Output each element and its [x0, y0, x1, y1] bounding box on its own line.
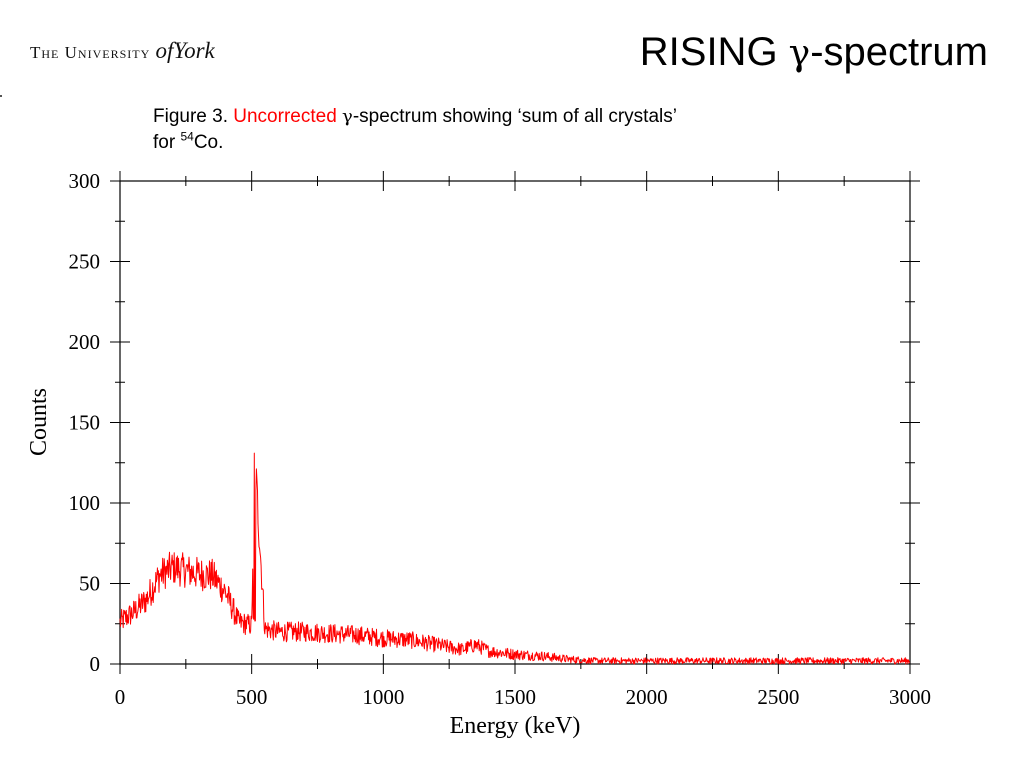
x-tick-label: 3000	[889, 685, 931, 709]
y-tick-label: 200	[69, 330, 101, 354]
university-logo: The University ofYork	[30, 38, 215, 64]
caption-for: for	[153, 132, 181, 153]
logo-university-text: The University	[30, 43, 151, 62]
x-tick-label: 500	[236, 685, 268, 709]
y-tick-label: 0	[90, 652, 101, 676]
x-tick-label: 0	[115, 685, 126, 709]
title-gamma: γ	[788, 33, 811, 74]
y-tick-label: 150	[69, 411, 101, 435]
x-tick-label: 1000	[362, 685, 404, 709]
figure-caption: Figure 3. Uncorrected γ-spectrum showing…	[153, 104, 893, 156]
logo-york-text: York	[173, 38, 215, 63]
y-tick-label: 300	[69, 169, 101, 193]
spectrum-line	[119, 452, 911, 665]
stray-mark	[0, 95, 2, 97]
title-text-post: -spectrum	[810, 30, 988, 74]
logo-of-text: of	[155, 38, 174, 63]
y-tick-label: 250	[69, 250, 101, 274]
plot-frame	[119, 180, 911, 665]
axis-ticks	[110, 171, 920, 674]
caption-highlight: Uncorrected	[233, 106, 337, 127]
x-axis-label: Energy (keV)	[450, 713, 581, 739]
x-tick-label: 1500	[494, 685, 536, 709]
caption-isotope-mass: 54	[180, 129, 194, 144]
x-tick-label: 2500	[757, 685, 799, 709]
y-tick-label: 100	[69, 491, 101, 515]
y-tick-label: 50	[79, 572, 100, 596]
caption-isotope-symbol: Co.	[193, 132, 224, 153]
caption-gamma: γ	[342, 106, 353, 127]
axis-tick-labels: 0 500 1000 1500 2000 2500 3000 0 50 100 150 200 250 3…	[69, 169, 932, 709]
x-tick-label: 2000	[626, 685, 668, 709]
y-axis-label: Counts	[26, 388, 52, 456]
caption-figure-label: Figure 3.	[153, 106, 234, 127]
slide-title: RISING γ-spectrum	[640, 30, 988, 75]
caption-rest: -spectrum showing ‘sum of all crystals’	[352, 106, 677, 127]
title-text-pre: RISING	[639, 30, 789, 74]
